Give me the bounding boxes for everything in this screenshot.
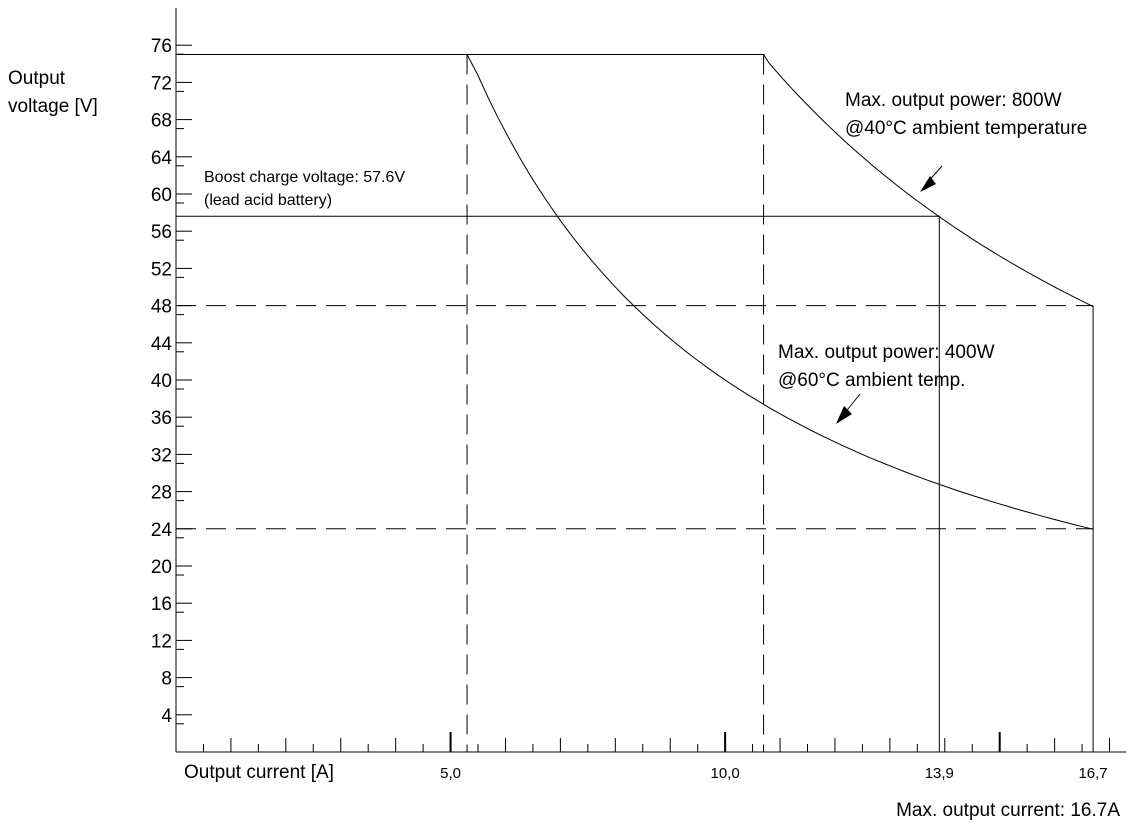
max-current-note: Max. output current: 16.7A bbox=[896, 800, 1120, 821]
y-tick-label: 24 bbox=[151, 520, 173, 541]
arrow-400w-icon bbox=[836, 394, 860, 424]
boost-voltage-sublabel: (lead acid battery) bbox=[204, 192, 332, 209]
y-tick-label: 68 bbox=[151, 111, 172, 132]
y-tick-label: 48 bbox=[151, 297, 172, 318]
y-tick-label: 32 bbox=[151, 445, 172, 466]
y-axis-label-line2: voltage [V] bbox=[8, 96, 98, 117]
reference-lines bbox=[176, 55, 1093, 753]
power-800w-label: Max. output power: 800W bbox=[845, 90, 1062, 111]
y-tick-label: 8 bbox=[161, 669, 172, 690]
y-tick-label: 12 bbox=[151, 631, 172, 652]
y-tick-label: 20 bbox=[151, 557, 172, 578]
y-axis-label-line1: Output bbox=[8, 68, 66, 89]
y-tick-label: 64 bbox=[151, 148, 173, 169]
y-tick-label: 56 bbox=[151, 222, 172, 243]
y-tick-label: 44 bbox=[151, 334, 173, 355]
y-tick-label: 52 bbox=[151, 259, 172, 280]
power-800w-sublabel: @40°C ambient temperature bbox=[845, 118, 1087, 139]
y-tick-label: 72 bbox=[151, 73, 172, 94]
x-tick-label: 13,9 bbox=[925, 765, 954, 782]
power-400w-sublabel: @60°C ambient temp. bbox=[778, 370, 965, 391]
x-tick-label: 10,0 bbox=[711, 765, 740, 782]
y-tick-label: 60 bbox=[151, 185, 172, 206]
series-line bbox=[176, 216, 939, 752]
y-tick-label: 28 bbox=[151, 483, 172, 504]
x-ticks: 5,0 10,0 13,9 16,7 bbox=[203, 732, 1109, 782]
y-tick-label: 16 bbox=[151, 594, 172, 615]
y-tick-label: 36 bbox=[151, 408, 172, 429]
series-lines bbox=[176, 55, 1093, 753]
y-tick-label: 76 bbox=[151, 36, 172, 57]
x-axis-label: Output current [A] bbox=[184, 762, 334, 783]
arrow-800w-icon bbox=[920, 166, 942, 192]
y-tick-label: 40 bbox=[151, 371, 172, 392]
x-tick-label: 5,0 bbox=[440, 765, 461, 782]
x-tick-label: 16,7 bbox=[1078, 765, 1107, 782]
boost-voltage-label: Boost charge voltage: 57.6V bbox=[204, 169, 405, 186]
power-400w-label: Max. output power: 400W bbox=[778, 342, 995, 363]
y-tick-label: 4 bbox=[161, 706, 172, 727]
